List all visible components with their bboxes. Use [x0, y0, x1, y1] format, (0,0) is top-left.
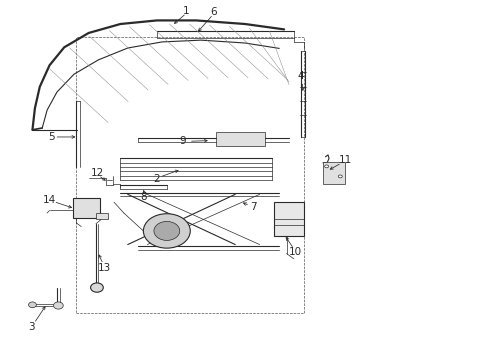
Text: 12: 12: [90, 168, 103, 178]
Text: 3: 3: [28, 322, 35, 332]
Text: 2: 2: [153, 174, 159, 184]
Text: 8: 8: [140, 192, 147, 202]
Text: 13: 13: [98, 262, 111, 273]
Text: 10: 10: [289, 247, 302, 257]
Circle shape: [154, 221, 180, 240]
Circle shape: [144, 214, 190, 248]
Bar: [96, 213, 108, 220]
Bar: [323, 162, 345, 184]
Bar: [274, 202, 304, 235]
Text: 11: 11: [339, 155, 352, 165]
Circle shape: [325, 165, 329, 168]
Circle shape: [338, 175, 342, 178]
Text: 6: 6: [210, 7, 217, 17]
Circle shape: [91, 283, 103, 292]
Bar: [216, 132, 265, 146]
Text: 7: 7: [250, 202, 257, 212]
Text: 5: 5: [48, 132, 54, 142]
Text: 9: 9: [180, 136, 186, 146]
Text: 14: 14: [43, 195, 56, 205]
Bar: [73, 198, 100, 218]
Text: 1: 1: [183, 6, 190, 17]
Circle shape: [28, 302, 36, 308]
Circle shape: [53, 302, 63, 309]
Text: 4: 4: [298, 71, 304, 81]
